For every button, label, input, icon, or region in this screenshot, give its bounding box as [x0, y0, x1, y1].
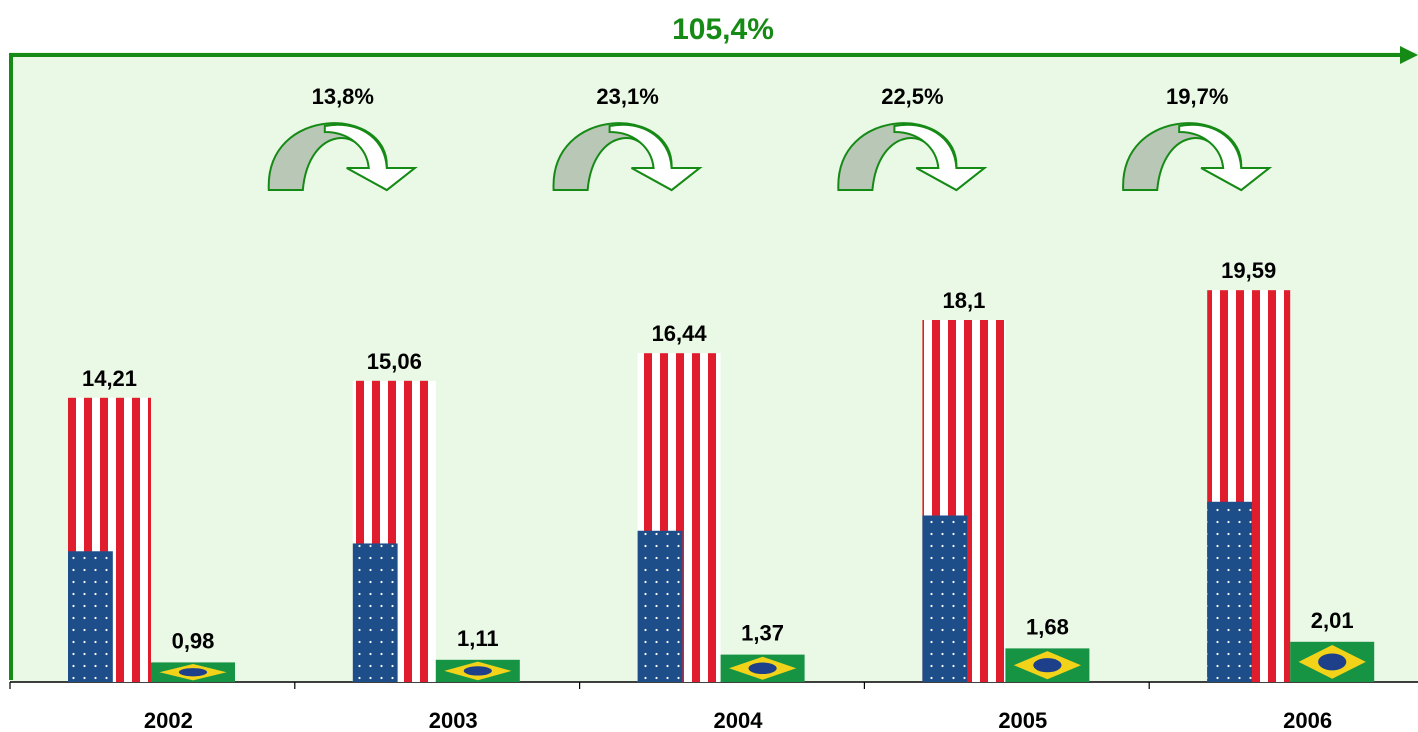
growth-percentage-label: 23,1% — [596, 84, 658, 109]
x-axis-category-label: 2004 — [714, 708, 764, 732]
growth-arrow — [1122, 122, 1273, 192]
total-growth-label: 105,4% — [672, 13, 774, 46]
total-growth-arrow — [9, 46, 1418, 680]
us-bar — [637, 353, 721, 682]
growth-percentage-label: 22,5% — [881, 84, 943, 109]
brazil-bar-value-label: 2,01 — [1311, 608, 1354, 633]
us-bar — [68, 397, 151, 682]
brazil-bar — [1290, 641, 1375, 682]
us-bar — [1207, 290, 1291, 682]
us-bar-value-label: 14,21 — [82, 366, 137, 391]
brazil-bar — [1005, 648, 1090, 682]
brazil-bar-value-label: 1,37 — [741, 621, 784, 646]
brazil-bar — [151, 662, 235, 682]
us-bar-value-label: 16,44 — [652, 321, 708, 346]
growth-arrow — [837, 122, 988, 192]
growth-percentage-label: 13,8% — [312, 84, 374, 109]
x-axis-category-label: 2002 — [144, 708, 193, 732]
x-axis-category-label: 2003 — [429, 708, 478, 732]
us-bar-value-label: 15,06 — [367, 349, 422, 374]
brazil-bar — [720, 654, 805, 682]
us-bar-value-label: 19,59 — [1221, 258, 1276, 283]
brazil-bar-value-label: 0,98 — [172, 628, 215, 653]
growth-arrow — [267, 122, 418, 192]
growth-arrow — [552, 122, 703, 192]
us-bar-value-label: 18,1 — [942, 288, 985, 313]
x-axis-category-label: 2005 — [998, 708, 1047, 732]
brazil-bar — [435, 659, 520, 682]
us-bar — [352, 380, 436, 682]
growth-percentage-label: 19,7% — [1166, 84, 1228, 109]
brazil-bar-value-label: 1,11 — [457, 626, 499, 651]
brazil-bar-value-label: 1,68 — [1026, 614, 1069, 639]
x-axis — [9, 681, 1418, 689]
x-axis-category-label: 2006 — [1283, 708, 1332, 732]
us-bar — [922, 320, 1006, 682]
